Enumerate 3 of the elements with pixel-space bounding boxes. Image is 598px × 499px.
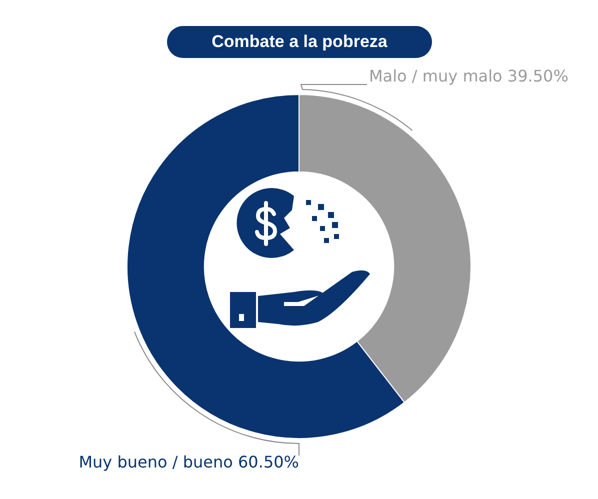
- slice-label: Malo / muy malo 39.50%: [369, 66, 568, 86]
- slice-label: Muy bueno / bueno 60.50%: [78, 452, 299, 472]
- chart-title: Combate a la pobreza: [167, 26, 432, 58]
